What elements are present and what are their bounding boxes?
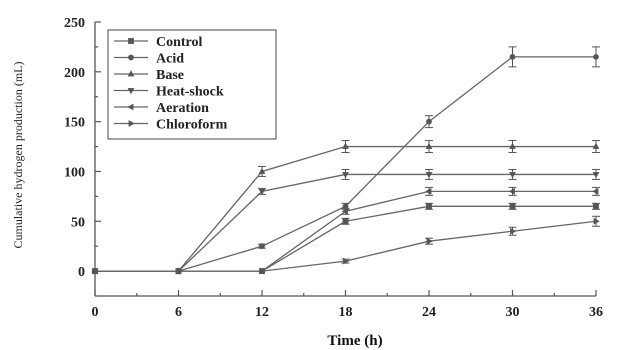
legend-label: Acid (156, 52, 184, 67)
legend-entry: Acid (114, 52, 184, 67)
data-point (510, 227, 517, 235)
legend-label: Heat-shock (156, 85, 224, 100)
x-tick-label: 24 (422, 305, 436, 320)
data-point (593, 203, 599, 210)
data-point (341, 207, 348, 215)
legend-entry: Control (114, 35, 203, 50)
data-point (127, 103, 134, 111)
data-point (342, 172, 349, 179)
y-axis-title: Cumulative hydrogen production (mL) (11, 62, 25, 249)
series-chloroform (92, 215, 600, 275)
data-point (342, 142, 349, 149)
x-tick-label: 12 (255, 305, 269, 320)
y-tick-label: 250 (64, 16, 85, 31)
data-point (176, 267, 183, 275)
y-tick-label: 150 (64, 116, 85, 131)
data-point (128, 38, 134, 44)
x-axis-title: Time (h) (327, 333, 382, 349)
data-point (258, 167, 266, 174)
data-point (593, 217, 600, 225)
data-point (425, 142, 433, 149)
data-point (127, 70, 135, 77)
data-point (426, 237, 433, 245)
y-tick-label: 100 (64, 165, 85, 180)
data-point (343, 257, 350, 265)
x-tick-label: 18 (339, 305, 353, 320)
data-point (92, 267, 99, 275)
data-point (509, 53, 516, 60)
y-tick-label: 200 (64, 66, 85, 81)
x-tick-label: 0 (92, 305, 99, 320)
data-point (426, 203, 432, 210)
data-point (425, 188, 432, 195)
data-point (127, 88, 135, 95)
data-point (259, 243, 265, 250)
legend-label: Control (156, 35, 203, 50)
legend-entry: Base (114, 68, 184, 83)
data-point (509, 142, 516, 149)
data-point (509, 172, 516, 179)
x-tick-label: 36 (589, 305, 603, 320)
series-group (91, 46, 600, 275)
y-tick-label: 50 (71, 215, 85, 230)
data-point (593, 53, 599, 60)
legend-label: Chloroform (156, 118, 228, 133)
legend-entry: Chloroform (114, 118, 228, 133)
data-point (425, 172, 433, 179)
legend-entry: Heat-shock (114, 85, 224, 100)
data-point (258, 189, 266, 196)
legend-label: Aeration (156, 101, 209, 116)
legend-label: Base (156, 68, 184, 83)
data-point (592, 188, 599, 195)
data-point (426, 118, 432, 125)
data-point (128, 54, 134, 61)
x-tick-label: 6 (175, 305, 182, 320)
data-point (508, 188, 515, 195)
data-point (592, 172, 600, 179)
legend-entry: Aeration (114, 101, 209, 116)
data-point (509, 203, 516, 210)
data-point (592, 142, 600, 149)
legend-box (107, 29, 277, 140)
y-tick-label: 0 (78, 265, 85, 280)
data-point (259, 267, 266, 275)
axes: 0 50 100 150 200 250 0 6 12 18 24 30 36 (64, 16, 603, 320)
data-point (128, 120, 135, 127)
data-point (342, 218, 349, 225)
x-tick-label: 30 (506, 305, 520, 320)
